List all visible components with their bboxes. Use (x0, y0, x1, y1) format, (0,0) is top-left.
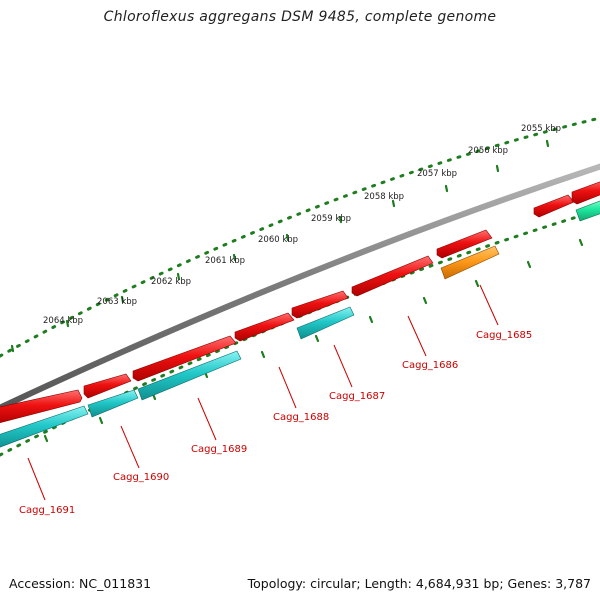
scale-label-2055: 2055 kbp (521, 124, 561, 134)
gene-cagg-1689-top[interactable] (132, 335, 237, 382)
gene-label-cagg-1685: Cagg_1685 (476, 330, 532, 341)
gene-label-cagg-1691: Cagg_1691 (19, 505, 75, 516)
scale-label-2064: 2064 kbp (43, 316, 83, 326)
gene-label-cagg-1686: Cagg_1686 (402, 360, 458, 371)
gene-cagg-1691-bottom[interactable] (0, 405, 89, 449)
gene-cagg-1691-top[interactable] (0, 389, 83, 424)
scale-label-2063: 2063 kbp (97, 297, 137, 307)
label-leaders (27, 284, 499, 501)
gene-cagg-1689-bottom[interactable] (137, 350, 242, 401)
map-title: Chloroflexus aggregans DSM 9485, complet… (103, 9, 497, 25)
gene-next-1[interactable] (533, 194, 575, 218)
gene-cagg-1687-top[interactable] (291, 290, 349, 319)
scale-label-2061: 2061 kbp (205, 256, 245, 266)
genome-summary-text: Topology: circular; Length: 4,684,931 bp… (247, 576, 591, 591)
scale-ring-outer (0, 116, 600, 358)
gene-cagg-1690-bottom[interactable] (87, 389, 139, 418)
gene-next-3[interactable] (575, 199, 600, 222)
gene-next-2[interactable] (571, 180, 600, 205)
gene-cagg-1685-top[interactable] (436, 229, 493, 259)
scale-label-2059: 2059 kbp (311, 214, 351, 224)
accession-text: Accession: NC_011831 (9, 576, 152, 591)
genome-backbone (0, 163, 600, 411)
gene-label-cagg-1690: Cagg_1690 (113, 472, 169, 483)
gene-cagg-1690-top[interactable] (83, 373, 132, 399)
gene-label-cagg-1689: Cagg_1689 (191, 444, 247, 455)
scale-label-2057: 2057 kbp (417, 169, 457, 179)
scale-label-2060: 2060 kbp (258, 235, 298, 245)
forward-genes (0, 180, 600, 424)
scale-label-2058: 2058 kbp (364, 192, 404, 202)
scale-major-ticks-outer (10, 139, 550, 353)
reverse-genes (0, 199, 600, 449)
gene-cagg-1685-bottom[interactable] (440, 245, 500, 280)
gene-cagg-1687-bottom[interactable] (296, 306, 355, 340)
gene-label-cagg-1687: Cagg_1687 (329, 391, 385, 402)
gene-cagg-1686-top[interactable] (351, 255, 434, 297)
gene-cagg-1688-top[interactable] (234, 312, 295, 342)
scale-label-2062: 2062 kbp (151, 277, 191, 287)
gene-label-cagg-1688: Cagg_1688 (273, 412, 329, 423)
scale-label-2056: 2056 kbp (468, 146, 508, 156)
